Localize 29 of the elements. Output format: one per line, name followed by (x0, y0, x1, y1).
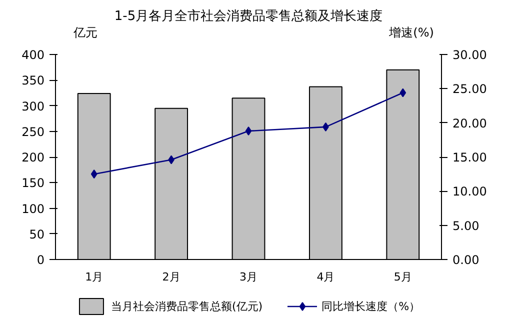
chart-title: 1-5月各月全市社会消费品零售总额及增长速度 (114, 8, 383, 24)
y-tick-label: 50 (29, 227, 45, 242)
y-tick-label: 400 (22, 48, 44, 62)
point (90, 170, 98, 179)
y-tick-label: 150 (22, 176, 44, 190)
y-tick-label: 300 (22, 99, 44, 114)
y2-axis-title: 增速(%) (388, 26, 434, 40)
x-tick-label: 5月 (394, 270, 412, 284)
x-tick-label: 3月 (240, 270, 258, 284)
legend-label: 同比增长速度（%） (322, 298, 420, 314)
y-axis-title: 亿元 (72, 26, 98, 40)
y2-tick-label: 20.00 (452, 116, 487, 130)
point (400, 88, 406, 98)
y2-tick-label: 15.00 (452, 150, 487, 164)
y-tick-label: 0 (36, 253, 45, 267)
x-tick-label: 4月 (316, 270, 335, 284)
x-tick-label: 1月 (85, 270, 104, 284)
y-tick-label: 100 (22, 202, 44, 216)
y2-tick-label: 10.00 (452, 184, 487, 199)
point (245, 126, 252, 136)
y2-tick-label: 30.00 (452, 48, 487, 62)
y2-tick-label: 0.00 (452, 253, 480, 267)
y-tick-label: 350 (22, 74, 44, 88)
legend-label: 当月社会消费品零售总额(亿元) (110, 298, 263, 314)
y2-tick-label: 25.00 (452, 82, 487, 96)
y-tick-label: 250 (22, 124, 44, 139)
x-tick-label: 2月 (162, 270, 180, 284)
y-tick-label: 200 (22, 150, 44, 164)
y2-tick-label: 5.00 (452, 218, 480, 233)
